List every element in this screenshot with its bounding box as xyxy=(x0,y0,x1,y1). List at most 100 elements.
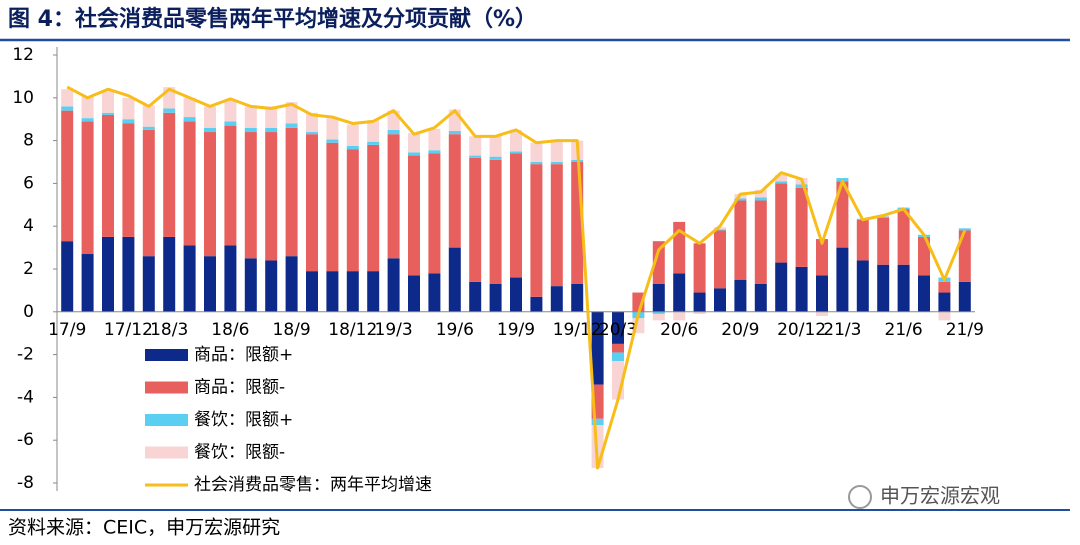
bar-segment xyxy=(856,219,869,261)
bar-segment xyxy=(530,296,543,312)
legend-swatch xyxy=(145,349,188,361)
bar-segment xyxy=(958,228,971,231)
y-tick-label: 8 xyxy=(23,131,34,151)
bar-segment xyxy=(326,271,339,312)
bar-segment xyxy=(122,236,135,312)
bar-segment xyxy=(326,118,339,140)
x-tick-label: 19/3 xyxy=(375,320,413,340)
bar-segment xyxy=(591,418,604,426)
bar-segment xyxy=(795,184,808,188)
bar-segment xyxy=(918,236,930,276)
legend-label: 商品：限额+ xyxy=(194,345,293,365)
bar-segment xyxy=(306,271,318,312)
bar-segment xyxy=(183,121,196,246)
bar-segment xyxy=(652,311,665,314)
bar-segment xyxy=(550,286,563,312)
bar-segment xyxy=(571,283,584,312)
bar-segment xyxy=(163,108,176,113)
bar-segment xyxy=(938,281,951,293)
bar-segment xyxy=(204,106,216,128)
x-tick-label: 18/3 xyxy=(150,320,188,340)
bar-segment xyxy=(754,197,767,201)
y-tick-label: 0 xyxy=(23,302,34,322)
bar-segment xyxy=(754,200,767,284)
bar-segment xyxy=(183,97,196,118)
bar-segment xyxy=(448,247,461,312)
bar-segment xyxy=(306,134,318,272)
bar-segment xyxy=(306,132,318,135)
bar-segment xyxy=(367,120,380,142)
bar-segment xyxy=(61,89,74,107)
bar-segment xyxy=(122,123,135,237)
bar-segment xyxy=(61,241,74,312)
legend-label: 餐饮：限额- xyxy=(194,443,285,463)
bar-segment xyxy=(469,136,482,156)
bar-segment xyxy=(224,99,237,122)
y-tick-label: -4 xyxy=(17,387,34,407)
bar-segment xyxy=(775,183,788,263)
bar-segment xyxy=(244,132,257,259)
legend-swatch xyxy=(145,414,188,426)
bar-segment xyxy=(142,129,155,257)
bar-segment xyxy=(775,262,788,312)
bar-segment xyxy=(346,145,359,150)
bar-segment xyxy=(102,114,114,237)
bar-segment xyxy=(714,288,726,312)
bar-segment xyxy=(775,181,788,184)
bar-segment xyxy=(693,292,706,312)
watermark: 申万宏源宏观 xyxy=(880,484,1000,508)
bar-segment xyxy=(816,275,828,312)
x-tick-label: 21/9 xyxy=(946,320,984,340)
bar-segment xyxy=(408,133,420,153)
bar-segment xyxy=(550,162,563,165)
bar-segment xyxy=(550,164,563,287)
bar-segment xyxy=(693,311,706,314)
x-tick-label: 20/12 xyxy=(777,320,826,340)
line-series xyxy=(66,85,967,470)
bar-segment xyxy=(346,124,359,146)
bar-segment xyxy=(489,156,502,160)
bar-segment xyxy=(61,106,74,111)
bar-segment xyxy=(408,152,420,156)
bar-segment xyxy=(285,127,298,257)
bar-segment xyxy=(285,123,298,128)
bar-segment xyxy=(428,153,441,274)
bar-segment xyxy=(714,229,726,231)
x-tick-label: 21/6 xyxy=(885,320,923,340)
x-tick-label: 17/12 xyxy=(104,320,153,340)
bar-segment xyxy=(714,230,726,289)
y-tick-label: -8 xyxy=(17,473,34,493)
bar-segment xyxy=(448,134,461,248)
y-tick-label: 2 xyxy=(23,259,34,279)
bar-segment xyxy=(224,121,237,126)
bar-segment xyxy=(408,275,420,312)
bar-segment xyxy=(734,279,747,312)
bar-segment xyxy=(795,266,808,312)
bar-segment xyxy=(877,264,890,312)
bar-segment xyxy=(346,149,359,272)
source: 资料来源：CEIC，申万宏源研究 xyxy=(8,517,280,539)
bar-segment xyxy=(836,247,849,312)
bar-segment xyxy=(81,121,94,255)
bar-segment xyxy=(510,153,522,278)
bar-segment xyxy=(856,260,869,312)
bar-segment xyxy=(163,236,176,312)
bar-segment xyxy=(510,277,522,312)
bar-segment xyxy=(510,151,522,154)
bar-segment xyxy=(836,178,849,182)
bar-segment xyxy=(734,198,747,201)
bar-segment xyxy=(122,97,135,120)
x-tick-label: 18/9 xyxy=(273,320,311,340)
x-tick-label: 17/9 xyxy=(48,320,86,340)
bar-segment xyxy=(958,230,971,282)
bar-segment xyxy=(877,216,890,218)
bar-segment xyxy=(244,258,257,312)
bar-segment xyxy=(612,343,624,353)
bar-segment xyxy=(387,258,400,312)
bar-segment xyxy=(714,227,726,230)
bar-segment xyxy=(754,283,767,312)
legend-swatch xyxy=(145,381,188,394)
bar-segment xyxy=(183,117,196,122)
